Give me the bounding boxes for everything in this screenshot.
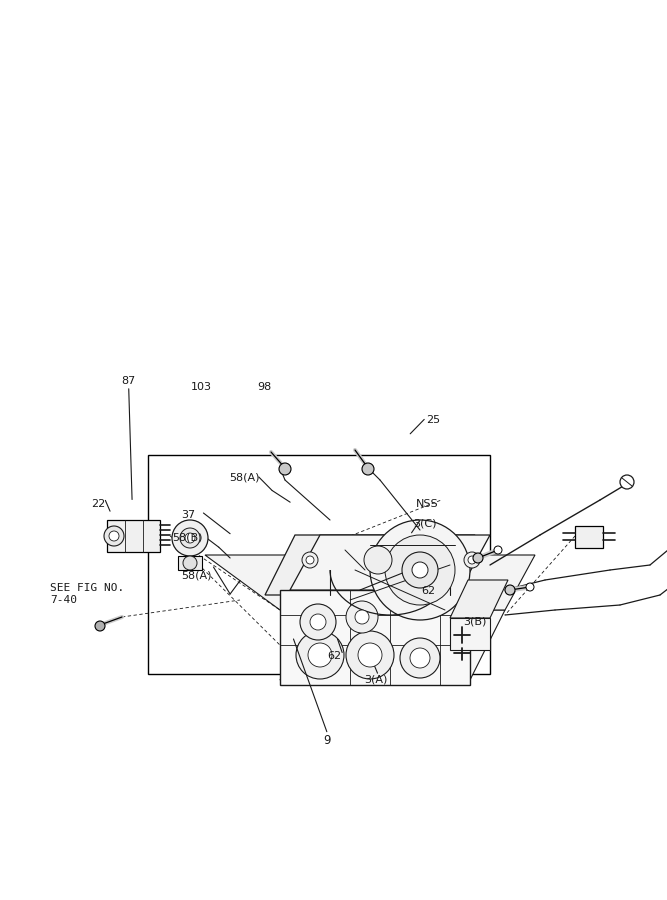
Polygon shape bbox=[280, 610, 505, 680]
Polygon shape bbox=[265, 535, 475, 595]
Text: 58(A): 58(A) bbox=[181, 570, 212, 580]
Circle shape bbox=[364, 546, 392, 574]
Text: 62: 62 bbox=[327, 651, 341, 661]
Bar bbox=[107, 520, 160, 552]
Text: 62: 62 bbox=[422, 586, 436, 597]
Circle shape bbox=[346, 631, 394, 679]
Text: SEE FIG NO.
7-40: SEE FIG NO. 7-40 bbox=[50, 583, 124, 605]
Circle shape bbox=[183, 556, 197, 570]
Text: NSS: NSS bbox=[416, 499, 439, 509]
Circle shape bbox=[306, 556, 314, 564]
Circle shape bbox=[172, 520, 208, 556]
Circle shape bbox=[180, 528, 200, 548]
Circle shape bbox=[526, 583, 534, 591]
Circle shape bbox=[505, 585, 515, 595]
Circle shape bbox=[362, 463, 374, 475]
Circle shape bbox=[412, 562, 428, 578]
Text: 98: 98 bbox=[257, 382, 271, 392]
Text: 3(A): 3(A) bbox=[364, 674, 388, 685]
Circle shape bbox=[346, 601, 378, 633]
Circle shape bbox=[296, 631, 344, 679]
Text: 103: 103 bbox=[191, 382, 212, 392]
Circle shape bbox=[358, 643, 382, 667]
Bar bbox=[575, 526, 603, 548]
Polygon shape bbox=[450, 618, 490, 650]
Circle shape bbox=[279, 463, 291, 475]
Circle shape bbox=[302, 552, 318, 568]
Circle shape bbox=[385, 535, 455, 605]
Text: 3(C): 3(C) bbox=[413, 518, 436, 529]
Polygon shape bbox=[280, 590, 470, 685]
Circle shape bbox=[95, 621, 105, 631]
Circle shape bbox=[185, 533, 195, 543]
Circle shape bbox=[104, 526, 124, 546]
Text: 58(A): 58(A) bbox=[229, 472, 259, 482]
Text: 22: 22 bbox=[91, 499, 105, 509]
Text: 9: 9 bbox=[323, 734, 331, 747]
Circle shape bbox=[109, 531, 119, 541]
Polygon shape bbox=[315, 555, 535, 610]
Circle shape bbox=[400, 638, 440, 678]
Circle shape bbox=[410, 648, 430, 668]
Text: 37: 37 bbox=[181, 509, 195, 520]
Bar bbox=[178, 556, 202, 570]
Circle shape bbox=[494, 546, 502, 554]
Circle shape bbox=[468, 556, 476, 564]
Circle shape bbox=[355, 610, 369, 624]
Circle shape bbox=[310, 614, 326, 630]
Circle shape bbox=[300, 604, 336, 640]
Bar bbox=[148, 454, 490, 674]
Polygon shape bbox=[205, 555, 340, 610]
Circle shape bbox=[464, 552, 480, 568]
Circle shape bbox=[620, 475, 634, 489]
Text: 25: 25 bbox=[426, 415, 440, 426]
Circle shape bbox=[473, 553, 483, 563]
Polygon shape bbox=[450, 580, 508, 618]
Text: 3(B): 3(B) bbox=[464, 616, 487, 627]
Circle shape bbox=[308, 643, 332, 667]
Circle shape bbox=[370, 520, 470, 620]
Circle shape bbox=[402, 552, 438, 588]
Text: 58(B): 58(B) bbox=[172, 532, 203, 543]
Polygon shape bbox=[290, 535, 490, 590]
Text: 87: 87 bbox=[121, 375, 136, 386]
